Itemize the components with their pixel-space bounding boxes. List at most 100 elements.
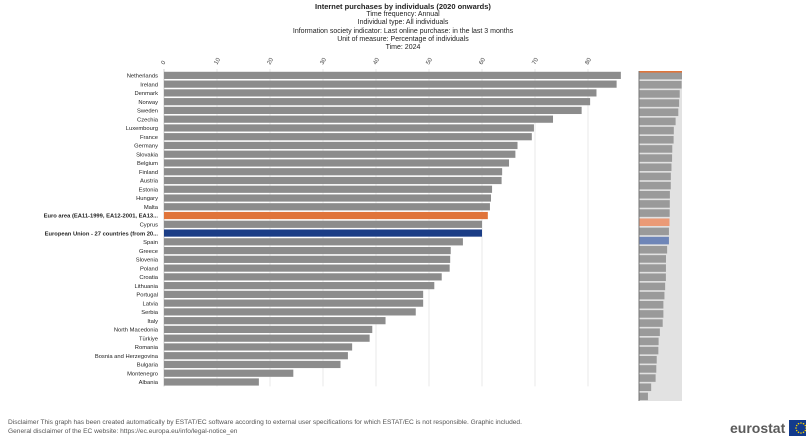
flag-star	[796, 429, 798, 432]
category-label: Romania	[135, 345, 159, 351]
bar[interactable]	[164, 325, 373, 334]
overview-background[interactable]	[639, 71, 682, 401]
category-label: Finland	[139, 170, 158, 176]
x-tick-label: 30	[320, 57, 329, 66]
bar[interactable]	[164, 282, 435, 290]
bar[interactable]	[164, 194, 492, 202]
overview-bar	[639, 346, 659, 355]
bar[interactable]	[164, 176, 502, 185]
overview-bar	[639, 300, 664, 309]
bar[interactable]	[164, 133, 532, 141]
category-label: Lithuania	[134, 284, 158, 290]
bar[interactable]	[164, 71, 621, 79]
subtitle-indicator: Information society indicator: Last onli…	[292, 27, 514, 35]
bar[interactable]	[164, 220, 482, 228]
flag-star	[797, 431, 800, 434]
category-label: Bulgaria	[137, 363, 159, 369]
overview-bar	[639, 310, 664, 318]
subtitle-individual-type: Individual type: All individuals	[357, 19, 449, 27]
category-label: Luxembourg	[126, 126, 158, 132]
x-tick-label: 50	[426, 57, 435, 66]
bar[interactable]	[164, 334, 370, 342]
bar[interactable]	[164, 115, 554, 123]
flag-star	[796, 424, 798, 427]
overview-bar	[639, 135, 674, 144]
bar[interactable]	[164, 185, 493, 193]
bar[interactable]	[164, 299, 424, 307]
category-label: Sweden	[137, 109, 158, 115]
x-axis-tick-labels: 0 10 20 30 40 50 60 70 80	[161, 57, 594, 66]
eu-flag-icon	[789, 420, 806, 436]
category-label: Slovenia	[136, 258, 159, 264]
bar[interactable]	[164, 317, 386, 325]
bar[interactable]	[164, 290, 424, 298]
bar[interactable]	[164, 141, 518, 150]
flag-star	[802, 422, 805, 425]
overview-bar	[639, 190, 670, 199]
category-label: Portugal	[136, 293, 158, 299]
subtitle-time-frequency: Time frequency: Annual	[366, 11, 440, 18]
overview-bar	[639, 80, 682, 89]
bar[interactable]	[164, 264, 450, 272]
bar[interactable]	[164, 273, 442, 281]
bar[interactable]	[164, 229, 482, 237]
flag-star	[802, 431, 805, 434]
overview-bar	[639, 90, 680, 98]
category-label: Netherlands	[127, 74, 158, 80]
subtitle-unit: Unit of measure: Percentage of individua…	[337, 35, 469, 43]
category-label: North Macedonia	[114, 328, 159, 334]
bar[interactable]	[164, 98, 591, 106]
x-tick-label: 80	[585, 57, 594, 66]
eurostat-logo: eurostat	[730, 420, 806, 436]
bar[interactable]	[164, 211, 488, 220]
disclaimer-line-1: Disclaimer This graph has been created a…	[8, 419, 522, 426]
category-label: Malta	[144, 205, 159, 211]
bar[interactable]	[164, 238, 463, 246]
bar[interactable]	[164, 360, 341, 369]
bar[interactable]	[164, 308, 416, 316]
overview-bar	[639, 227, 669, 236]
overview-bar	[639, 282, 666, 291]
bar[interactable]	[164, 203, 490, 211]
bar[interactable]	[164, 246, 451, 255]
overview-bar	[639, 200, 670, 208]
category-label: Italy	[147, 319, 158, 325]
bar[interactable]	[164, 378, 259, 386]
bar[interactable]	[164, 124, 534, 132]
disclaimer-line-2: General disclaimer of the EC website: ht…	[8, 427, 238, 435]
category-label: Croatia	[139, 275, 158, 281]
overview-bar	[639, 218, 670, 227]
overview-bar	[639, 273, 666, 282]
flag-star	[800, 422, 803, 424]
subtitle-time: Time: 2024	[385, 44, 421, 52]
bar[interactable]	[164, 255, 451, 263]
flag-star	[795, 427, 798, 429]
bar[interactable]	[164, 80, 617, 88]
bar[interactable]	[164, 168, 503, 176]
bar[interactable]	[164, 106, 582, 115]
bar[interactable]	[164, 150, 516, 158]
overview-bar	[639, 154, 673, 162]
category-label: European Union - 27 countries (from 20..…	[45, 231, 159, 237]
overview-bar	[639, 126, 674, 135]
category-label: Latvia	[143, 301, 159, 307]
bar[interactable]	[164, 89, 597, 97]
bar[interactable]	[164, 369, 294, 377]
overview-bar	[639, 355, 657, 364]
category-label: Germany	[134, 144, 158, 150]
category-label: Czechia	[137, 117, 159, 123]
overview-bar	[639, 209, 670, 217]
category-label: Montenegro	[127, 371, 158, 377]
overview-minimap[interactable]	[638, 71, 682, 401]
bar[interactable]	[164, 159, 510, 167]
bar[interactable]	[164, 343, 353, 351]
category-label: Euro area (EA11-1999, EA12-2001, EA13...	[44, 214, 159, 220]
logo-text: eurostat	[730, 420, 786, 436]
overview-bar	[639, 264, 666, 272]
category-label: Cyprus	[140, 223, 158, 229]
bar[interactable]	[164, 352, 348, 360]
overview-bar	[639, 392, 648, 401]
overview-bar	[639, 172, 671, 181]
category-label: Greece	[139, 249, 158, 255]
